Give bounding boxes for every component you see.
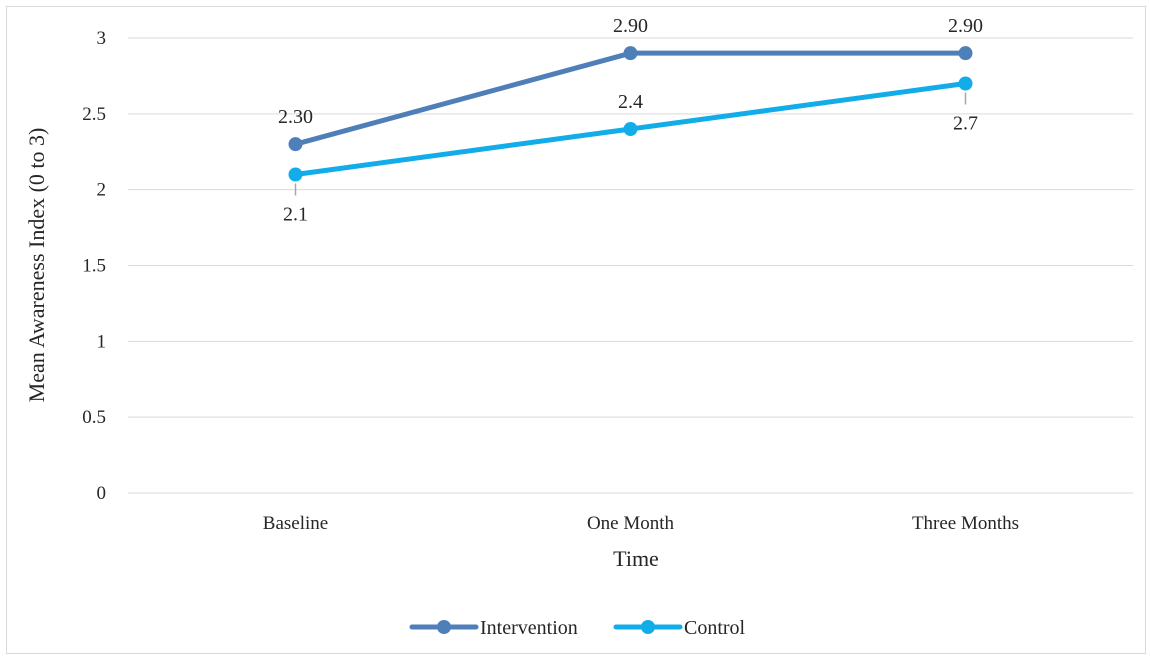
legend-label: Intervention	[480, 617, 578, 639]
y-tick-label: 1	[97, 331, 107, 352]
legend-item-intervention: Intervention	[409, 617, 578, 639]
data-point-intervention	[623, 46, 638, 61]
data-label-control: 2.4	[618, 91, 643, 113]
data-label-intervention: 2.90	[613, 15, 648, 37]
y-tick-label: 0.5	[82, 407, 106, 428]
y-tick-label: 2	[97, 180, 107, 201]
y-tick-label: 0	[97, 483, 107, 504]
y-tick-label: 1.5	[82, 256, 106, 277]
legend-item-control: Control	[613, 617, 746, 639]
legend-swatch-marker	[641, 620, 655, 634]
legend-label: Control	[684, 617, 746, 639]
x-category-label: One Month	[587, 513, 675, 534]
x-category-label: Three Months	[912, 513, 1019, 534]
series-group	[288, 46, 973, 182]
data-label-control: 2.7	[953, 113, 978, 135]
data-point-control	[623, 122, 638, 136]
data-point-control	[958, 76, 973, 91]
y-axis-ticks: 0 0.5 1 1.5 2 2.5 3	[82, 28, 106, 504]
data-point-intervention	[958, 46, 973, 61]
y-axis-title: Mean Awareness Index (0 to 3)	[24, 128, 49, 403]
y-tick-label: 3	[97, 28, 107, 49]
x-axis-categories: Baseline One Month Three Months	[263, 513, 1019, 534]
data-point-intervention	[288, 137, 303, 152]
legend: Intervention Control	[409, 617, 746, 639]
y-tick-label: 2.5	[82, 104, 106, 125]
data-label-intervention: 2.90	[948, 15, 983, 37]
x-axis-title: Time	[613, 546, 659, 571]
data-label-control: 2.1	[283, 204, 308, 226]
data-label-intervention: 2.30	[278, 106, 313, 128]
data-labels: 2.30 2.90 2.90 2.1 2.4 2.7	[278, 15, 983, 225]
x-category-label: Baseline	[263, 513, 328, 534]
data-point-control	[288, 167, 303, 182]
legend-swatch-marker	[437, 620, 451, 634]
